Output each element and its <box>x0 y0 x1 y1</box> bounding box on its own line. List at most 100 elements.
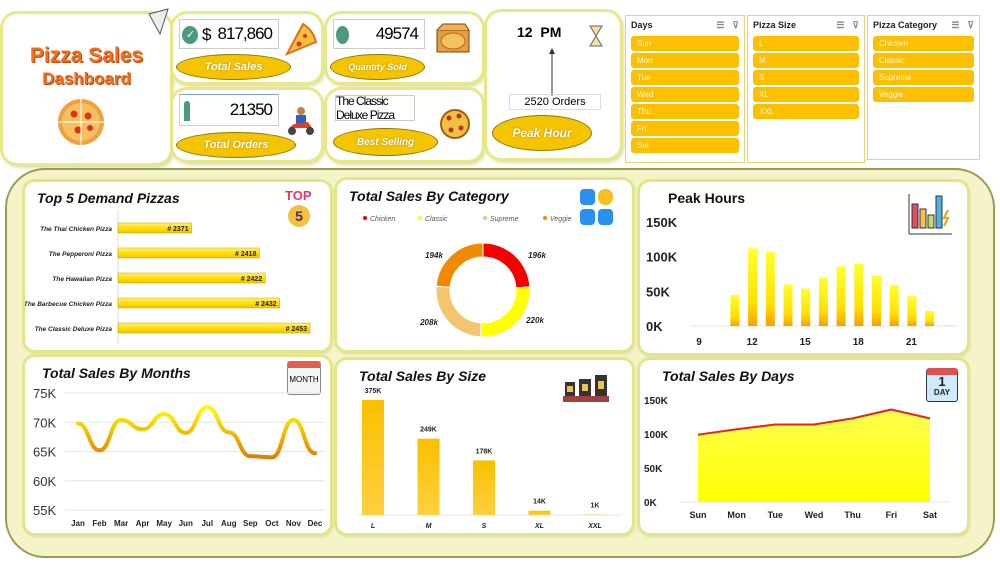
total-orders-card: 21350 Total Orders <box>173 90 321 160</box>
multi-select-icon[interactable]: ☰ <box>836 20 845 30</box>
x-tick-label: XXL <box>587 523 602 530</box>
check-icon: ✓ <box>182 26 198 44</box>
x-tick-label: Tue <box>768 510 783 520</box>
slicer-item[interactable]: Sun <box>631 36 739 51</box>
bar <box>818 277 828 326</box>
clear-filter-icon[interactable]: ⊽ <box>852 20 859 30</box>
slicer-header: Pizza Category ☰ ⊽ <box>868 16 979 34</box>
quantity-sold-value: 49574 <box>375 24 419 43</box>
pizza-box-icon <box>436 23 470 53</box>
slice-label: 196k <box>528 251 546 260</box>
x-tick-label: 9 <box>696 337 702 348</box>
slicer-item[interactable]: M <box>753 53 859 68</box>
top5-panel: Top 5 Demand Pizzas TOP 5 The Thai Chick… <box>25 182 330 350</box>
y-tick-label: 70K <box>33 415 56 430</box>
month-calendar-icon: MONTH <box>287 361 321 395</box>
pizza-icon <box>440 109 470 139</box>
y-tick-label: 0K <box>646 319 663 334</box>
title-card: Pizza Sales Dashboard <box>3 14 170 163</box>
clear-filter-icon[interactable]: ⊽ <box>732 20 739 30</box>
x-tick-label: Jan <box>71 519 85 528</box>
bar <box>925 310 935 326</box>
slicer-item[interactable]: S <box>753 70 859 85</box>
top5-badge-icon: 5 <box>288 205 310 227</box>
cup-sizes-icon <box>563 375 609 402</box>
total-orders-value: 21350 <box>229 100 273 119</box>
days-slicer: Days ☰ ⊽ Sun Mon Tue Wed Thu Fri Sat <box>625 15 745 163</box>
x-tick-label: Mon <box>727 510 746 520</box>
donut-slice <box>482 242 531 289</box>
x-tick-label: S <box>482 523 487 530</box>
pizza-slice-icon <box>285 22 317 56</box>
dashboard-title-line2: Dashboard <box>42 69 131 88</box>
slice-label: 194k <box>425 251 443 260</box>
x-tick-label: Sep <box>243 519 258 528</box>
slicer-item[interactable]: Thu <box>631 104 739 119</box>
total-orders-value-box: 21350 <box>179 94 279 126</box>
slicer-title: Days <box>631 20 653 30</box>
total-sales-card: ✓ $ 817,860 Total Sales <box>173 14 321 82</box>
bar <box>889 285 899 326</box>
x-tick-label: Jun <box>179 519 193 528</box>
sales-line <box>76 405 317 460</box>
x-tick-label: Feb <box>92 519 106 528</box>
category-title: Total Sales By Category <box>349 188 509 204</box>
delivery-scooter-icon <box>288 107 314 135</box>
y-tick-label: 0K <box>644 498 658 509</box>
slicer-item[interactable]: Veggie <box>873 87 974 102</box>
x-tick-label: 18 <box>853 337 865 348</box>
slicer-item[interactable]: L <box>753 36 859 51</box>
slicer-item[interactable]: Chicken <box>873 36 974 51</box>
bar <box>907 296 917 326</box>
slicer-item[interactable]: XXL <box>753 104 859 119</box>
peak-hour-card: 12 PM 2520 Orders Peak Hour <box>487 12 620 158</box>
days-panel: Total Sales By Days 1 DAY 0K 50K 100K 150K S… <box>640 360 967 533</box>
x-tick-label: Nov <box>286 519 302 528</box>
peak-hour-orders: 2520 Orders <box>509 94 601 110</box>
slicer-item[interactable]: Sat <box>631 138 739 153</box>
hourglass-icon <box>589 25 603 47</box>
peak-hours-title: Peak Hours <box>668 190 746 206</box>
currency-symbol: $ <box>202 25 212 44</box>
arrow-up-icon <box>549 48 555 96</box>
slicer-item[interactable]: Classic <box>873 53 974 68</box>
x-tick-label: Apr <box>136 519 150 528</box>
y-tick-label: 75K <box>33 386 56 401</box>
slicer-item[interactable]: Supreme <box>873 70 974 85</box>
bar-value-label: # 2418 <box>235 251 257 258</box>
size-chart: 375K L 249K M 178K S 14K XL 1K XXL <box>357 388 622 530</box>
x-tick-label: L <box>371 523 375 530</box>
bar <box>730 294 740 326</box>
bar <box>783 284 793 326</box>
multi-select-icon[interactable]: ☰ <box>951 20 960 30</box>
legend-marker <box>363 216 367 220</box>
peak-hours-panel: Peak Hours 0K 50K 100K 150K 9 12 15 18 21 <box>640 182 967 353</box>
bar-value-label: 1K <box>591 503 600 510</box>
size-panel: Total Sales By Size 375K L 249K M 178K S 14K XL… <box>337 360 632 533</box>
slicer-item[interactable]: XL <box>753 87 859 102</box>
slicer-item[interactable]: Tue <box>631 70 739 85</box>
total-sales-value-box: ✓ $ 817,860 <box>179 19 279 49</box>
x-tick-label: Dec <box>308 519 323 528</box>
slicer-item[interactable]: Mon <box>631 53 739 68</box>
peak-hour-value: 12 PM <box>517 24 562 40</box>
y-tick-label: 100K <box>644 430 669 441</box>
dashboard-title-line1: Pizza Sales <box>29 44 144 67</box>
bar-category-label: The Pepperoni Pizza <box>49 251 113 258</box>
slicer-header: Pizza Size ☰ ⊽ <box>748 16 864 34</box>
x-tick-label: Aug <box>221 519 237 528</box>
legend-label: Supreme <box>490 216 519 223</box>
slice-label: 208k <box>419 318 438 327</box>
bar <box>872 275 881 326</box>
quantity-sold-label: Quantity Sold <box>330 54 425 80</box>
slicer-item[interactable]: Fri <box>631 121 739 136</box>
category-chart: Chicken Classic Supreme Veggie 196k 220k 208k 1… <box>363 216 572 338</box>
y-tick-label: 50K <box>646 284 670 299</box>
x-tick-label: Jul <box>201 519 213 528</box>
multi-select-icon[interactable]: ☰ <box>716 20 725 30</box>
pizza-size-slicer: Pizza Size ☰ ⊽ L M S XL XXL <box>747 15 865 163</box>
slicer-item[interactable]: Wed <box>631 87 739 102</box>
x-tick-label: Fri <box>886 510 898 520</box>
clear-filter-icon[interactable]: ⊽ <box>967 20 974 30</box>
x-tick-label: 21 <box>906 337 918 348</box>
